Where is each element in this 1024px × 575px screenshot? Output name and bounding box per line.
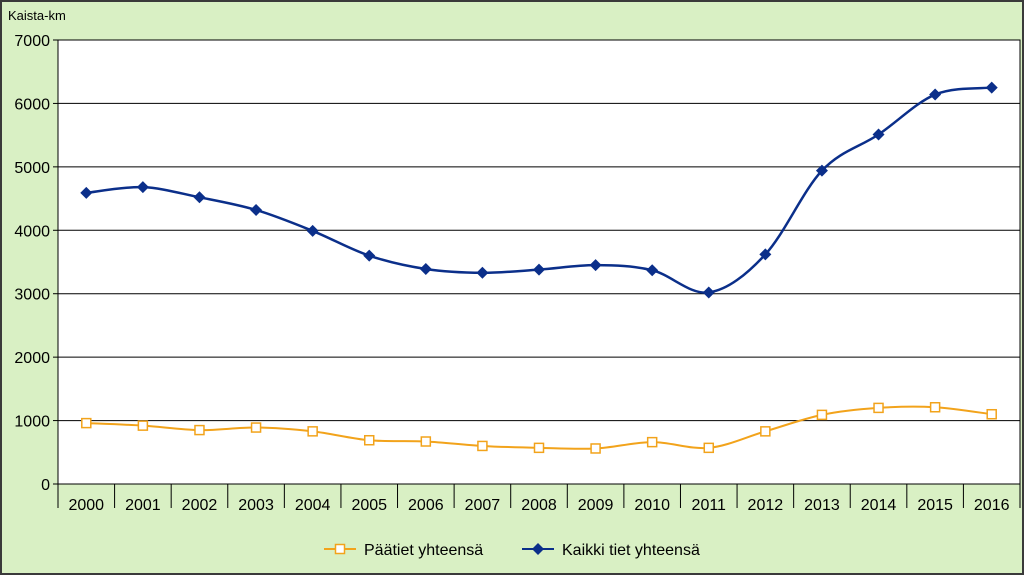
data-point: [929, 88, 942, 101]
data-point: [872, 128, 885, 141]
legend-marker: [532, 543, 544, 555]
y-tick-label: 1000: [14, 414, 50, 431]
data-point: [533, 263, 545, 276]
x-tick-label: 2005: [351, 497, 387, 514]
x-tick-label: 2013: [804, 497, 840, 514]
data-point: [703, 442, 715, 454]
y-tick-label: 2000: [14, 350, 50, 367]
data-point: [760, 426, 771, 437]
data-point: [420, 436, 432, 447]
x-tick-label: 2009: [578, 497, 614, 514]
x-tick-label: 2002: [182, 497, 218, 514]
y-tick-label: 3000: [14, 287, 50, 304]
data-point: [986, 408, 997, 420]
y-tick-label: 7000: [14, 33, 50, 50]
data-point: [306, 224, 319, 237]
legend-label: Kaikki tiet yhteensä: [562, 542, 700, 559]
data-point: [646, 264, 659, 277]
series-line: [86, 86, 992, 294]
data-point: [646, 436, 658, 448]
x-tick-label: 2016: [974, 497, 1010, 514]
data-point: [136, 181, 149, 194]
data-point: [363, 249, 376, 262]
data-point: [250, 203, 263, 216]
data-point: [985, 81, 998, 94]
data-point: [477, 440, 488, 452]
data-point: [363, 434, 375, 446]
x-tick-label: 2011: [692, 497, 727, 514]
x-tick-label: 2012: [748, 497, 784, 514]
data-point: [419, 262, 432, 275]
x-tick-label: 2001: [125, 497, 161, 514]
x-tick-label: 2004: [295, 497, 331, 514]
y-tick-label: 0: [41, 477, 50, 494]
x-tick-label: 2007: [465, 497, 501, 514]
data-point: [873, 402, 884, 414]
data-point: [589, 259, 602, 272]
x-tick-label: 2014: [861, 497, 897, 514]
y-tick-label: 6000: [14, 96, 50, 113]
y-axis-label: Kaista-km: [8, 8, 66, 23]
legend-marker: [334, 543, 346, 555]
data-point: [590, 443, 601, 454]
x-tick-label: 2006: [408, 497, 444, 514]
plot-area: [57, 39, 1021, 485]
data-point: [759, 248, 772, 261]
x-tick-label: 2000: [68, 497, 104, 514]
x-tick-label: 2008: [521, 497, 557, 514]
data-point: [307, 426, 318, 437]
x-tick-label: 2010: [634, 497, 670, 514]
data-point: [250, 422, 262, 433]
x-tick-label: 2015: [917, 497, 953, 514]
data-point: [193, 191, 206, 204]
x-tick-label: 2003: [238, 497, 274, 514]
data-point: [476, 266, 489, 279]
data-point: [533, 442, 545, 454]
data-point: [80, 186, 93, 199]
legend-label: Päätiet yhteensä: [364, 542, 483, 559]
data-point: [815, 164, 828, 177]
data-point: [816, 409, 828, 421]
y-tick-label: 4000: [14, 223, 50, 240]
data-point: [929, 402, 941, 413]
data-point: [702, 286, 715, 299]
data-point: [81, 417, 92, 429]
data-point: [194, 424, 205, 436]
y-tick-label: 5000: [14, 160, 50, 177]
data-point: [137, 420, 149, 431]
